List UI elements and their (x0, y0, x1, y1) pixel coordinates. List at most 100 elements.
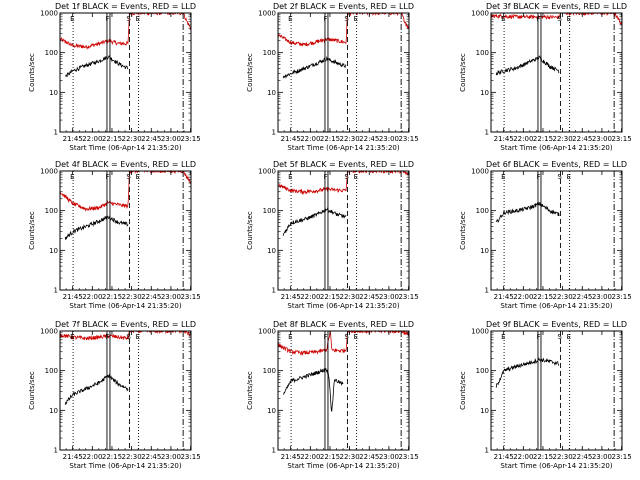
y-tick-label: 100 (476, 49, 489, 57)
y-tick-label: 1 (272, 287, 276, 295)
marker-letter: E (136, 333, 140, 341)
marker-letter: S (126, 173, 131, 181)
y-tick-label: 100 (263, 367, 276, 375)
panel-title: Det 5f BLACK = Events, RED = LLD (273, 160, 414, 169)
marker-letter: F (323, 173, 327, 181)
y-tick-label: 1000 (40, 328, 58, 336)
y-axis-label: Counts/sec (28, 371, 36, 410)
series-events-line (495, 55, 560, 76)
y-tick-label: 1000 (258, 168, 276, 176)
panel-title: Det 2f BLACK = Events, RED = LLD (273, 2, 414, 11)
series-events-line (65, 55, 129, 78)
x-tick-label: 22:15 (533, 135, 553, 143)
x-tick-label: 22:00 (300, 453, 320, 461)
marker-letter: E (354, 173, 358, 181)
y-axis-label: Counts/sec (459, 211, 467, 250)
marker-letter: E (288, 15, 292, 23)
y-tick-label: 1 (485, 129, 489, 137)
x-tick-label: 22:45 (359, 135, 379, 143)
x-tick-label: 22:30 (553, 453, 573, 461)
y-tick-label: 1 (485, 287, 489, 295)
marker-letter: E (501, 173, 505, 181)
x-tick-label: 21:45 (63, 135, 83, 143)
y-tick-label: 10 (267, 247, 276, 255)
x-tick-label: 22:00 (82, 135, 102, 143)
y-tick-label: 1 (272, 129, 276, 137)
marker-letter: E (288, 333, 292, 341)
y-axis-label: Counts/sec (459, 371, 467, 410)
series-lld-line (491, 13, 622, 26)
x-tick-label: 22:30 (122, 453, 142, 461)
marker-letter: E (70, 173, 74, 181)
x-tick-label: 22:00 (82, 293, 102, 301)
y-axis-label: Counts/sec (28, 53, 36, 92)
plot-frame (277, 330, 410, 451)
y-axis-label: Counts/sec (459, 53, 467, 92)
x-tick-label: 22:30 (553, 293, 573, 301)
y-tick-label: 100 (45, 49, 58, 57)
x-tick-label: 23:15 (180, 293, 200, 301)
marker-letter: F (105, 173, 109, 181)
x-tick-label: 22:15 (102, 135, 122, 143)
x-tick-label: 22:30 (553, 135, 573, 143)
y-tick-label: 100 (45, 367, 58, 375)
plot-area (495, 201, 560, 223)
plot-area (491, 13, 622, 76)
x-axis-label: Start Time (06-Apr-14 21:35:20) (69, 302, 181, 310)
plot-frame (277, 12, 410, 133)
marker-letter: S (344, 333, 349, 341)
y-tick-label: 100 (476, 207, 489, 215)
x-tick-label: 23:15 (398, 135, 418, 143)
series-events-line (495, 357, 560, 388)
marker-letter: E (501, 333, 505, 341)
panel-title: Det 6f BLACK = Events, RED = LLD (486, 160, 627, 169)
series-events-line (64, 215, 129, 240)
y-tick-label: 10 (49, 89, 58, 97)
marker-letter: S (557, 173, 562, 181)
y-tick-label: 10 (480, 247, 489, 255)
x-tick-label: 21:45 (281, 453, 301, 461)
y-tick-label: 10 (480, 89, 489, 97)
y-tick-label: 1 (485, 447, 489, 455)
x-tick-label: 23:15 (180, 135, 200, 143)
x-tick-label: 22:30 (340, 293, 360, 301)
series-events-line (495, 201, 560, 223)
x-axis-label: Start Time (06-Apr-14 21:35:20) (287, 302, 399, 310)
x-tick-label: 23:15 (398, 293, 418, 301)
x-tick-label: 22:45 (141, 135, 161, 143)
y-tick-label: 10 (267, 89, 276, 97)
x-tick-label: 21:45 (63, 293, 83, 301)
y-tick-label: 1000 (471, 10, 489, 18)
y-tick-label: 1000 (471, 168, 489, 176)
marker-letter: E (501, 15, 505, 23)
y-tick-label: 1000 (258, 10, 276, 18)
x-tick-label: 23:00 (379, 135, 399, 143)
y-tick-label: 10 (267, 407, 276, 415)
x-tick-label: 22:15 (533, 293, 553, 301)
marker-letter: S (344, 173, 349, 181)
x-tick-label: 22:45 (141, 293, 161, 301)
x-axis-label: Start Time (06-Apr-14 21:35:20) (500, 144, 612, 152)
x-tick-label: 22:45 (141, 453, 161, 461)
marker-letter: F (323, 15, 327, 23)
panel-title: Det 8f BLACK = Events, RED = LLD (273, 320, 414, 329)
series-lld-line (278, 171, 409, 196)
series-lld-line (60, 171, 191, 212)
x-tick-label: 23:15 (611, 453, 631, 461)
y-tick-label: 10 (480, 407, 489, 415)
x-tick-label: 22:15 (102, 293, 122, 301)
y-tick-label: 1000 (471, 328, 489, 336)
y-tick-label: 1 (54, 447, 58, 455)
y-tick-label: 100 (263, 49, 276, 57)
x-tick-label: 23:00 (592, 293, 612, 301)
plot-area (278, 171, 409, 236)
x-tick-label: 23:00 (379, 453, 399, 461)
x-tick-label: 22:15 (320, 135, 340, 143)
marker-letter: F (105, 15, 109, 23)
y-axis-label: Counts/sec (246, 211, 254, 250)
